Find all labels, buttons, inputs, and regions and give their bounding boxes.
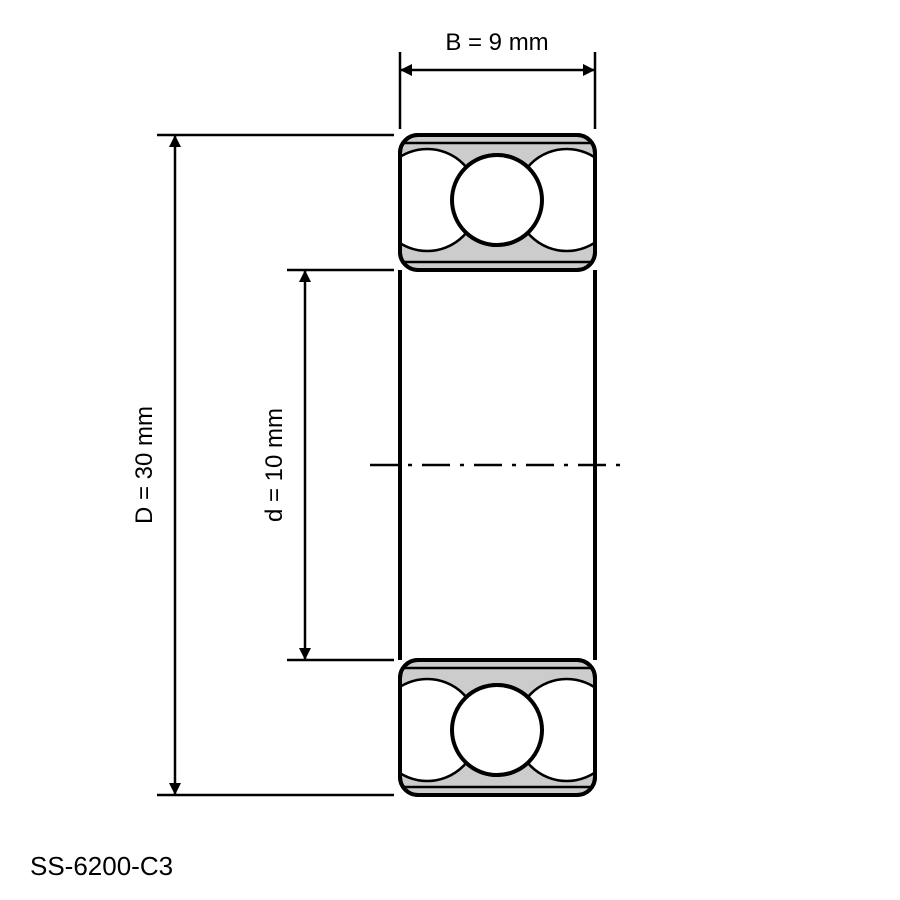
dim-label-B: B = 9 mm — [445, 29, 548, 56]
dim-label-D: D = 30 mm — [131, 406, 158, 524]
dim-label-d: d = 10 mm — [261, 408, 288, 522]
bearing-cross-section-diagram: B = 9 mm D = 30 mm d = 10 mm SS-6200-C3 — [0, 0, 900, 900]
part-number: SS-6200-C3 — [30, 851, 173, 881]
